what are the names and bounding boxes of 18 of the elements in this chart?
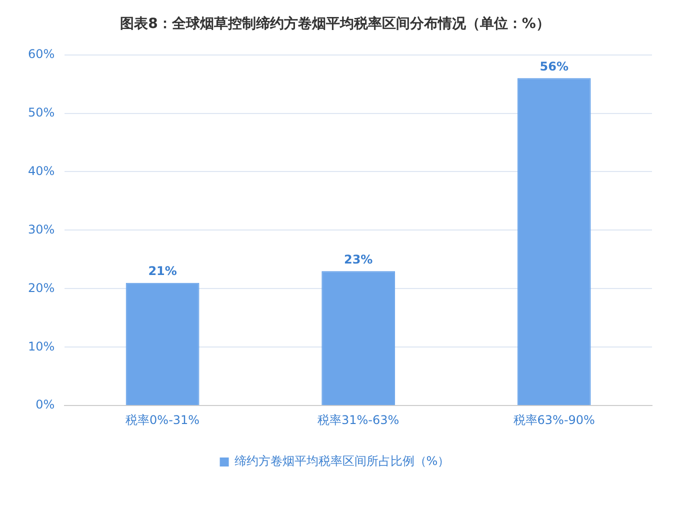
y-tick-label: 50% bbox=[28, 105, 55, 120]
chart-title: 图表8：全球烟草控制缔约方卷烟平均税率区间分布情况（单位：%） bbox=[120, 15, 550, 32]
x-tick-label: 税率31%-63% bbox=[317, 412, 400, 427]
x-tick-label: 税率63%-90% bbox=[513, 412, 595, 427]
legend-label: 缔约方卷烟平均税率区间所占比例（%） bbox=[234, 454, 450, 468]
data-label: 23% bbox=[344, 252, 373, 266]
data-label: 56% bbox=[540, 59, 568, 74]
y-tick-label: 60% bbox=[28, 46, 55, 61]
y-tick-label: 40% bbox=[28, 164, 55, 178]
y-tick-label: 0% bbox=[36, 398, 55, 412]
y-tick-label: 30% bbox=[28, 222, 55, 236]
bar bbox=[322, 271, 396, 406]
y-tick-label: 10% bbox=[28, 339, 55, 354]
bar bbox=[126, 282, 200, 406]
x-tick-label: 税率0%-31% bbox=[126, 412, 200, 427]
bar bbox=[517, 78, 591, 406]
data-label: 21% bbox=[148, 264, 177, 278]
y-tick-label: 20% bbox=[28, 280, 55, 295]
